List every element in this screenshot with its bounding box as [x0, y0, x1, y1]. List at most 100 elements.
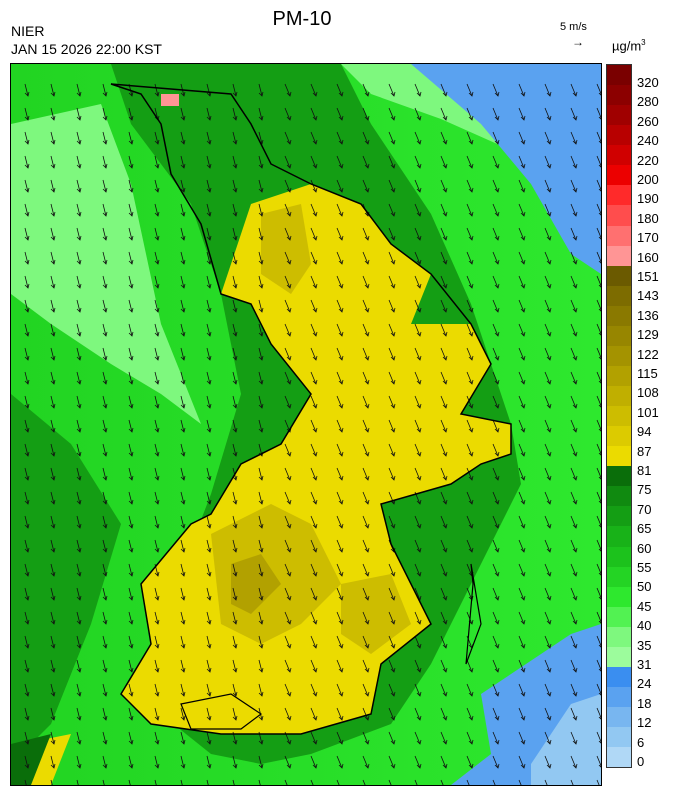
- wind-arrow-icon: [24, 683, 30, 697]
- wind-arrow-icon: [50, 515, 56, 529]
- legend-tick-label: 24: [637, 676, 652, 692]
- wind-arrow-icon: [258, 539, 264, 553]
- legend-swatch: [607, 145, 631, 166]
- wind-arrow-icon: [206, 347, 212, 361]
- wind-arrow-icon: [154, 683, 160, 697]
- wind-arrow-icon: [388, 611, 396, 625]
- wind-arrow-icon: [388, 371, 396, 385]
- wind-arrow-icon: [518, 155, 526, 169]
- wind-arrow-icon: [102, 659, 108, 673]
- southern-island-outline: [180, 693, 263, 730]
- wind-arrow-icon: [206, 275, 212, 289]
- wind-arrow-icon: [518, 611, 526, 625]
- wind-arrow-icon: [492, 107, 500, 121]
- wind-arrow-icon: [76, 611, 82, 625]
- wind-arrow-icon: [544, 107, 552, 121]
- wind-arrow-icon: [596, 491, 601, 504]
- wind-arrow-icon: [206, 83, 212, 97]
- wind-arrow-icon: [102, 347, 108, 361]
- wind-arrow-icon: [440, 515, 448, 529]
- wind-arrow-icon: [336, 731, 344, 745]
- wind-arrow-icon: [180, 251, 186, 265]
- wind-arrow-icon: [596, 107, 601, 120]
- wind-arrow-icon: [154, 659, 160, 673]
- wind-arrow-icon: [414, 731, 422, 745]
- legend-swatch: [607, 546, 631, 567]
- wind-arrow-icon: [492, 203, 500, 217]
- wind-arrow-icon: [336, 107, 344, 121]
- wind-arrow-icon: [414, 707, 422, 721]
- wind-arrow-icon: [258, 347, 264, 361]
- wind-arrow-icon: [466, 203, 474, 217]
- dark-green-corner: [11, 734, 51, 785]
- wind-arrow-icon: [414, 179, 422, 193]
- wind-arrow-icon: [102, 251, 108, 265]
- wind-arrow-icon: [492, 275, 500, 289]
- wind-arrow-icon: [284, 251, 292, 265]
- wind-arrow-icon: [440, 107, 448, 121]
- wind-arrow-icon: [466, 491, 474, 505]
- wind-arrow-icon: [206, 731, 212, 745]
- wind-arrow-icon: [596, 347, 601, 360]
- wind-arrow-icon: [414, 203, 422, 217]
- wind-arrow-icon: [388, 227, 396, 241]
- legend-tick-label: 190: [637, 191, 659, 207]
- wind-arrow-icon: [180, 323, 186, 337]
- wind-arrow-icon: [440, 611, 448, 625]
- legend-swatch: [607, 365, 631, 386]
- wind-arrow-icon: [544, 515, 552, 529]
- legend-tick-label: 6: [637, 734, 645, 750]
- wind-arrow-icon: [102, 179, 108, 193]
- wind-arrow-icon: [180, 539, 186, 553]
- wind-arrow-icon: [102, 107, 108, 121]
- wind-arrow-icon: [76, 563, 82, 577]
- wind-arrow-icon: [284, 515, 292, 529]
- legend-swatch: [607, 606, 631, 627]
- legend-tick-label: 75: [637, 482, 652, 498]
- wind-arrow-icon: [24, 563, 30, 577]
- wind-arrow-icon: [492, 419, 500, 433]
- wind-arrow-icon: [336, 683, 344, 697]
- legend-tick-label: 240: [637, 133, 659, 149]
- wind-arrow-icon: [492, 467, 500, 481]
- wind-arrow-icon: [50, 539, 56, 553]
- wind-arrow-icon: [128, 659, 134, 673]
- wind-arrow-icon: [596, 275, 601, 288]
- wind-arrow-icon: [128, 179, 134, 193]
- wind-arrow-icon: [180, 755, 186, 769]
- wind-arrow-icon: [362, 251, 370, 265]
- wind-arrow-icon: [414, 83, 422, 97]
- wind-arrow-icon: [492, 611, 500, 625]
- wind-arrow-icon: [310, 731, 318, 745]
- wind-arrow-icon: [362, 443, 370, 457]
- wind-arrow-icon: [466, 227, 474, 241]
- wind-arrow-icon: [258, 755, 264, 769]
- legend-tick-label: 0: [637, 754, 645, 769]
- wind-arrow-icon: [128, 227, 134, 241]
- wind-arrow-icon: [50, 203, 56, 217]
- wind-arrow-icon: [102, 731, 108, 745]
- wind-arrow-icon: [466, 323, 474, 337]
- pm10-map[interactable]: [10, 63, 602, 786]
- wind-arrow-icon: [440, 491, 448, 505]
- wind-arrow-icon: [76, 107, 82, 121]
- wind-arrow-icon: [544, 779, 548, 785]
- wind-arrow-icon: [232, 395, 238, 409]
- wind-arrow-icon: [128, 203, 134, 217]
- wind-arrow-icon: [284, 371, 292, 385]
- wind-arrow-icon: [466, 755, 474, 769]
- wind-arrow-icon: [232, 587, 238, 601]
- wind-arrow-icon: [102, 611, 108, 625]
- wind-arrow-icon: [206, 371, 212, 385]
- wind-arrow-icon: [492, 155, 500, 169]
- wind-arrow-icon: [284, 707, 292, 721]
- wind-arrow-icon: [102, 467, 108, 481]
- wind-arrow-icon: [50, 107, 56, 121]
- wind-arrow-icon: [466, 107, 474, 121]
- dark-green-southwest-region: [11, 394, 121, 764]
- wind-arrow-icon: [232, 443, 238, 457]
- wind-arrow-icon: [206, 683, 212, 697]
- wind-arrow-icon: [310, 443, 318, 457]
- wind-arrow-icon: [284, 83, 292, 97]
- wind-arrow-icon: [310, 755, 318, 769]
